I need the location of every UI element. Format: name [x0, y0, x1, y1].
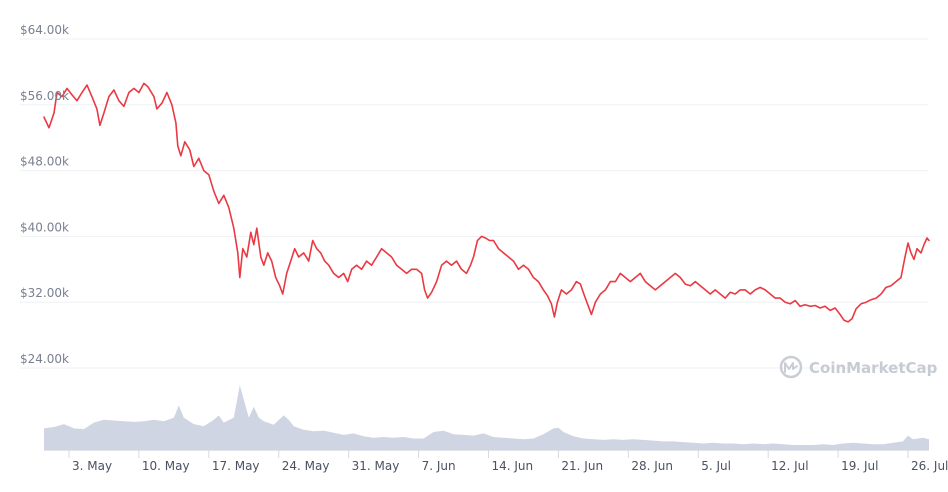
y-tick-label: $40.00k — [20, 220, 69, 234]
x-tick-label: 19. Jul — [841, 459, 878, 473]
x-tick-label: 21. Jun — [561, 459, 603, 473]
y-tick-label: $64.00k — [20, 23, 69, 37]
x-tick-label: 12. Jul — [771, 459, 808, 473]
y-tick-label: $48.00k — [20, 155, 69, 169]
x-tick-label: 5. Jul — [701, 459, 731, 473]
volume-area — [44, 385, 929, 450]
x-tick-label: 7. Jun — [422, 459, 456, 473]
x-tick-label: 28. Jun — [631, 459, 673, 473]
x-tick-label: 10. May — [142, 459, 190, 473]
price-series-line — [43, 82, 930, 323]
y-tick-label: $32.00k — [20, 286, 69, 300]
y-tick-label: $24.00k — [20, 352, 69, 366]
y-axis-ticks: $24.00k $32.00k $40.00k $48.00k $56.00k $64.0… — [20, 23, 69, 366]
x-tick-label: 3. May — [72, 459, 112, 473]
price-line — [43, 82, 930, 323]
x-tick-label: 31. May — [352, 459, 400, 473]
x-tick-label: 14. Jun — [491, 459, 533, 473]
volume-series-area — [44, 385, 929, 450]
coinmarketcap-logo-icon — [779, 355, 803, 379]
coinmarketcap-watermark: CoinMarketCap — [779, 355, 938, 379]
y-tick-label: $56.00k — [20, 89, 69, 103]
x-tick-label: 17. May — [212, 459, 260, 473]
x-tick-label: 24. May — [282, 459, 330, 473]
x-axis-ticks: 3. May 10. May 17. May 24. May 31. May 7. Jun… — [68, 450, 948, 473]
x-tick-label: 26. Jul — [911, 459, 948, 473]
grid-lines — [20, 38, 929, 451]
watermark-text: CoinMarketCap — [809, 359, 938, 377]
